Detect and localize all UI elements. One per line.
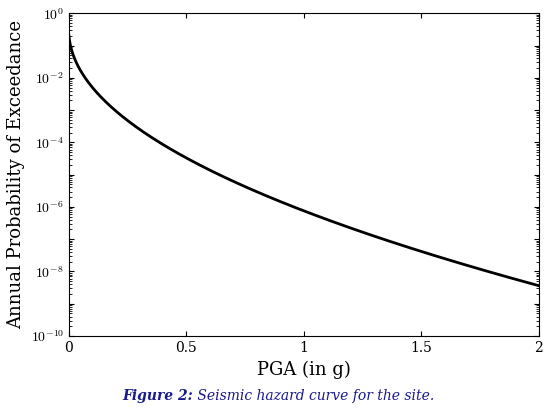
Y-axis label: Annual Probability of Exceedance: Annual Probability of Exceedance (7, 20, 25, 329)
Text: Seismic hazard curve for the site.: Seismic hazard curve for the site. (193, 389, 434, 403)
X-axis label: PGA (in g): PGA (in g) (257, 360, 351, 379)
Text: Figure 2:: Figure 2: (122, 389, 193, 403)
